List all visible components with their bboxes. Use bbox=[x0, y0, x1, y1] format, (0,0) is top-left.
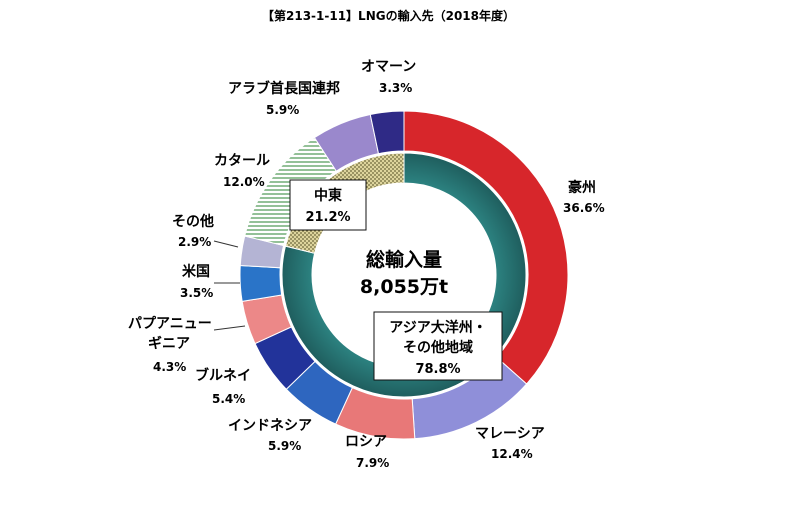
pct-brunei: 5.4% bbox=[212, 392, 245, 406]
outer-slice-oman bbox=[369, 110, 405, 155]
pct-uae: 5.9% bbox=[266, 103, 299, 117]
pct-png: 4.3% bbox=[153, 360, 186, 374]
pct-oman: 3.3% bbox=[379, 81, 412, 95]
asia-oceania-box: アジア大洋州・ その他地域 78.8% bbox=[373, 311, 503, 381]
chart-title: 【第213-1-11】LNGの輸入先（2018年度） bbox=[262, 8, 515, 23]
middle-east-label: 中東 bbox=[314, 187, 342, 204]
label-malaysia: マレーシア bbox=[475, 426, 545, 442]
leader-line-other bbox=[213, 240, 239, 248]
center-label-total: 8,055万t bbox=[360, 276, 448, 298]
center-label: 総輸入量 8,055万t bbox=[360, 248, 448, 298]
outer-labels: 豪州 36.6% マレーシア 12.4% ロシア 7.9% インドネシア 5.9… bbox=[128, 59, 605, 470]
label-brunei: ブルネイ bbox=[195, 367, 251, 384]
pct-qatar: 12.0% bbox=[223, 175, 265, 189]
label-oman: オマーン bbox=[361, 59, 416, 75]
asia-oceania-label-line1: アジア大洋州・ bbox=[389, 319, 486, 336]
label-indonesia: インドネシア bbox=[228, 418, 312, 434]
middle-east-box: 中東 21.2% bbox=[289, 179, 367, 231]
label-png-line1: パプアニュー bbox=[128, 316, 212, 332]
pct-russia: 7.9% bbox=[356, 456, 389, 470]
label-other: その他 bbox=[172, 213, 214, 230]
label-png-line2: ギニア bbox=[148, 335, 190, 352]
label-qatar: カタール bbox=[214, 153, 270, 169]
asia-oceania-label-line2: その他地域 bbox=[403, 339, 473, 356]
leader-line-png bbox=[213, 325, 246, 331]
label-australia: 豪州 bbox=[568, 179, 596, 196]
label-uae: アラブ首長国連邦 bbox=[228, 80, 340, 97]
inner-slice-asia-oceania bbox=[281, 152, 527, 398]
pct-malaysia: 12.4% bbox=[491, 447, 533, 461]
outer-slice-australia bbox=[403, 110, 569, 385]
pct-indonesia: 5.9% bbox=[268, 439, 301, 453]
pct-other: 2.9% bbox=[178, 235, 211, 249]
center-label-title: 総輸入量 bbox=[366, 248, 442, 271]
pct-usa: 3.5% bbox=[180, 286, 213, 300]
label-russia: ロシア bbox=[345, 434, 387, 450]
leader-lines bbox=[213, 240, 246, 331]
middle-east-percent: 21.2% bbox=[305, 210, 350, 225]
asia-oceania-percent: 78.8% bbox=[415, 362, 460, 377]
pct-australia: 36.6% bbox=[563, 201, 605, 215]
outer-slice-usa bbox=[239, 264, 283, 302]
label-usa: 米国 bbox=[182, 263, 210, 280]
